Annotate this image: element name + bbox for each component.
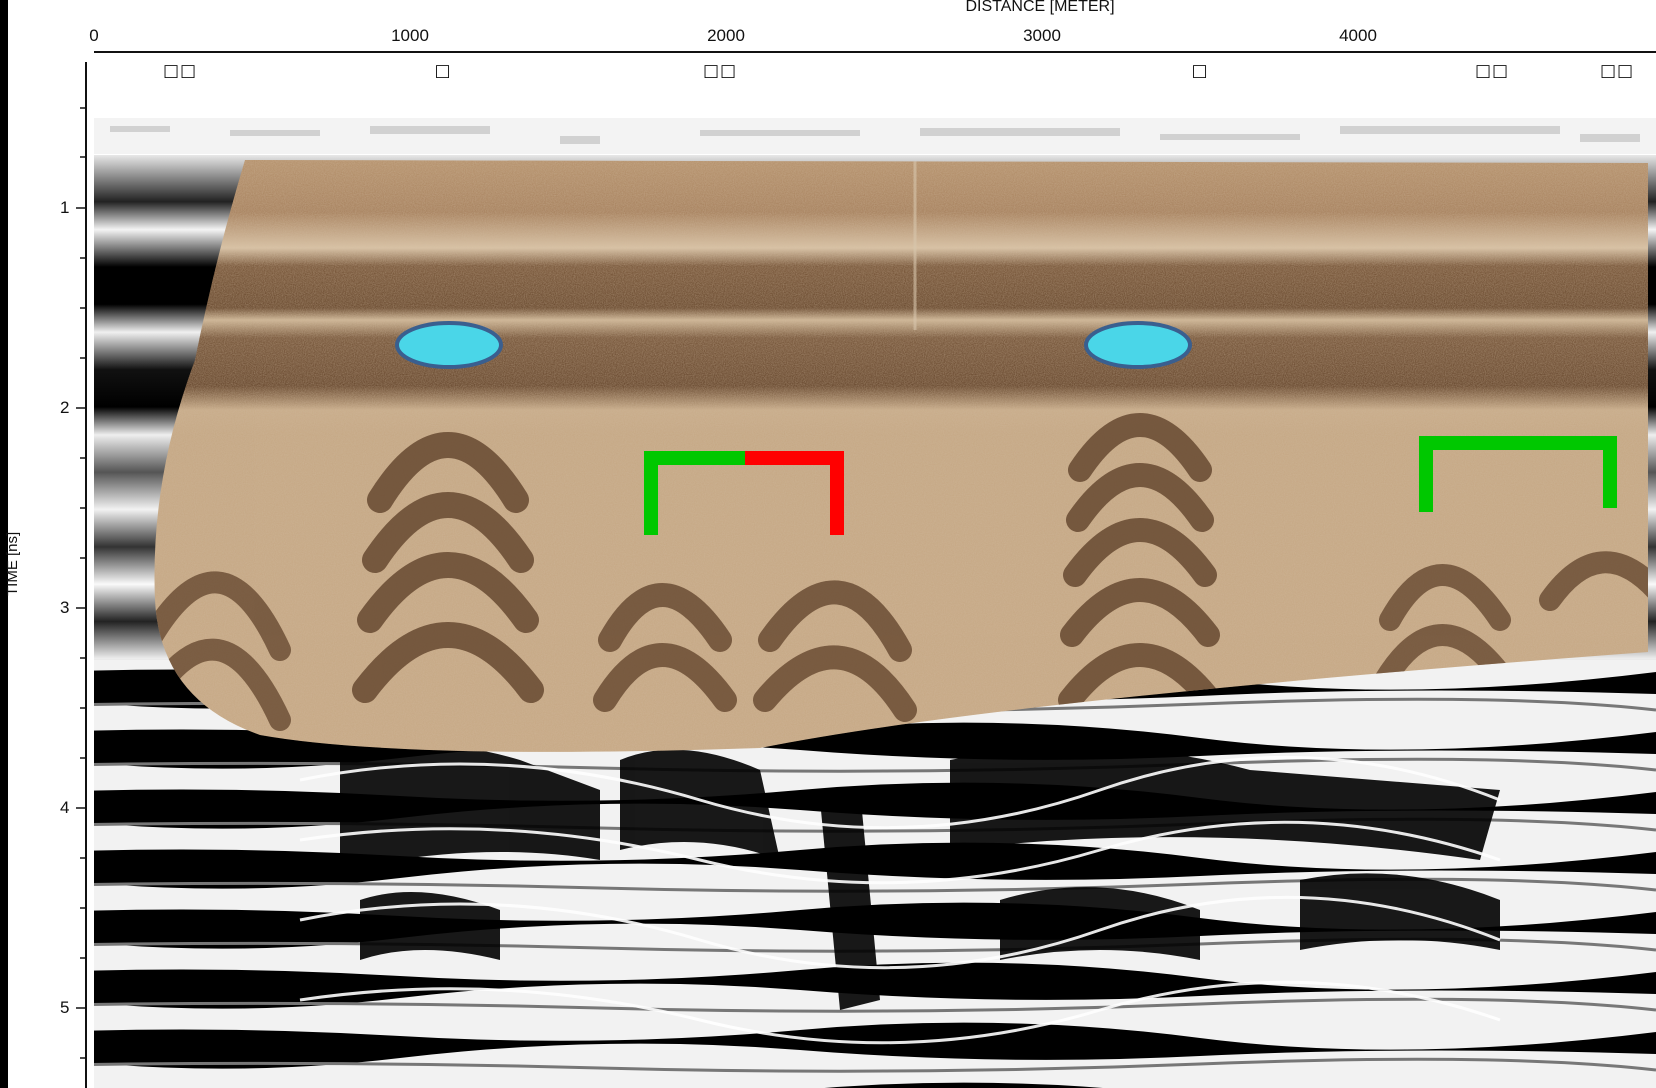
header-strip-noise — [110, 126, 1640, 144]
hyperbola-group-5 — [1374, 551, 1648, 691]
y-minor-ticks — [76, 107, 86, 1059]
x-tick-label: 1000 — [391, 26, 429, 45]
x-axis-title: DISTANCE [METER] — [965, 0, 1115, 15]
bracket-green — [1419, 436, 1617, 512]
cyan-marker-1 — [395, 321, 503, 369]
hyperbola-group-4 — [1058, 413, 1222, 712]
position-marker: □□ — [1474, 61, 1510, 81]
hyperbola-group-1 — [352, 432, 544, 703]
x-tick-label: 4000 — [1339, 26, 1377, 45]
y-axis-title: TIME [ns] — [4, 531, 21, 596]
position-marker: □□ — [702, 61, 738, 81]
sediment-overlay — [154, 160, 1648, 752]
x-tick-label: 2000 — [707, 26, 745, 45]
y-tick-label: 1 — [60, 198, 70, 217]
position-marker: □ — [1191, 61, 1209, 81]
header-strip — [94, 118, 1656, 154]
cyan-marker-2 — [1084, 321, 1192, 369]
position-marker: □ — [434, 61, 452, 81]
y-tick-label: 5 — [60, 998, 70, 1017]
y-tick-label: 4 — [60, 798, 70, 817]
x-tick-label: 0 — [89, 26, 99, 45]
bracket-green-red — [644, 451, 844, 535]
y-tick-label: 3 — [60, 598, 70, 617]
position-marker: □□ — [162, 61, 198, 81]
x-tick-label: 3000 — [1023, 26, 1061, 45]
hyperbola-group-3 — [593, 580, 917, 722]
y-tick-label: 2 — [60, 398, 70, 417]
position-marker: □□ — [1599, 61, 1635, 81]
